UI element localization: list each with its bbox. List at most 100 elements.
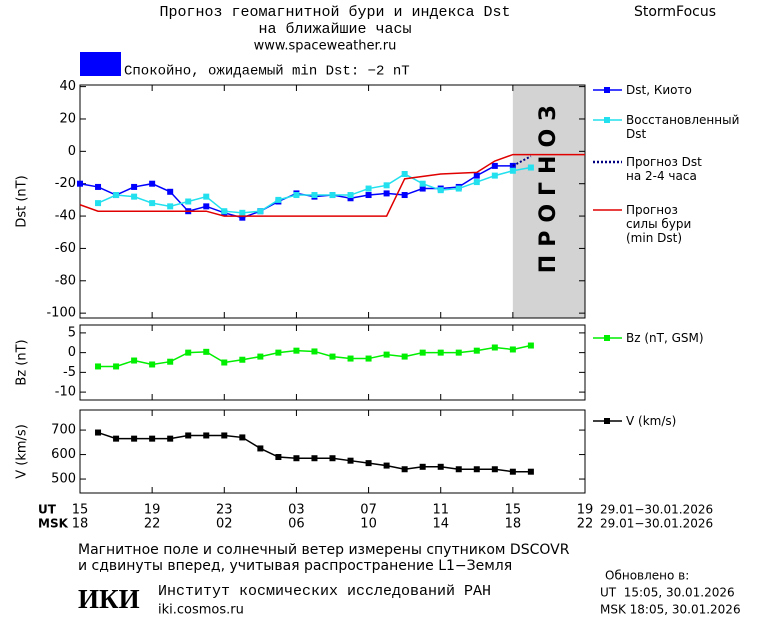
x-tick-label: 07 [360, 503, 377, 518]
updated-ut: UT 15:05, 30.01.2026 [600, 586, 735, 600]
brand: StormFocus [634, 4, 716, 20]
data-point [329, 455, 336, 462]
x-tick-label-msk: 18 [505, 517, 522, 532]
legend-swatch [604, 418, 610, 424]
data-point [113, 435, 120, 442]
x-axis-label: MSK [38, 517, 69, 531]
data-point [311, 192, 318, 199]
legend-label: Bz (nT, GSM) [626, 331, 704, 345]
series-line [97, 166, 532, 214]
footer-note: и сдвинуты вперед, учитывая распростране… [78, 558, 512, 574]
data-point [419, 349, 426, 356]
data-point [401, 353, 408, 360]
data-point [167, 435, 174, 442]
data-point [509, 468, 516, 475]
data-point [491, 344, 498, 351]
institute-url: iki.cosmos.ru [158, 603, 244, 618]
data-point [167, 188, 174, 195]
institute: Институт космических исследований РАН [158, 583, 491, 600]
data-point [95, 363, 102, 370]
y-tick-label: -10 [55, 385, 76, 400]
data-point [491, 172, 498, 179]
data-point [149, 180, 156, 187]
y-tick-label: 0 [68, 144, 76, 159]
data-point [131, 183, 138, 190]
x-tick-label: 03 [288, 503, 305, 518]
data-point [311, 455, 318, 462]
data-point [293, 455, 300, 462]
x-tick-label-msk: 06 [288, 517, 305, 532]
data-point [275, 454, 282, 461]
data-point [401, 466, 408, 473]
data-point [221, 432, 228, 439]
y-tick-label: 40 [59, 79, 76, 94]
data-point [347, 457, 354, 464]
data-point [239, 356, 246, 363]
y-tick-label: 500 [51, 472, 76, 487]
series-line [97, 431, 531, 473]
subtitle: на ближайшие часы [258, 21, 411, 38]
data-point [221, 208, 228, 215]
x-tick-label-msk: 22 [577, 517, 594, 532]
y-axis-label: V (km/s) [15, 424, 30, 479]
data-point [185, 198, 192, 205]
data-point [275, 196, 282, 203]
updated-label: Обновлено в: [605, 569, 689, 583]
y-tick-label: 5 [68, 325, 76, 340]
x-tick-label-msk: 22 [144, 517, 161, 532]
data-point [275, 349, 282, 356]
series-line [79, 153, 585, 217]
plot-frame [79, 409, 586, 494]
legend-label: V (km/s) [626, 414, 677, 428]
data-point [293, 347, 300, 354]
data-point [149, 200, 156, 207]
data-point [419, 185, 426, 192]
footer-note: Магнитное поле и солнечный ветер измерен… [78, 542, 570, 558]
data-point [131, 435, 138, 442]
x-tick-label-msk: 14 [432, 517, 449, 532]
plot-frame [79, 84, 586, 319]
data-point [185, 349, 192, 356]
data-point [239, 214, 246, 221]
data-point [347, 192, 354, 199]
x-tick-label-msk: 02 [216, 517, 233, 532]
x-axis-label: UT [38, 503, 57, 517]
data-point [203, 203, 210, 210]
y-axis-label: Dst (nT) [15, 175, 30, 227]
y-tick-label: 0 [68, 345, 76, 360]
data-point [131, 357, 138, 364]
data-point [473, 466, 480, 473]
data-point [185, 432, 192, 439]
data-point [95, 429, 102, 436]
x-tick-label-msk: 18 [72, 517, 89, 532]
data-point [365, 192, 372, 199]
x-tick-label: 19 [144, 503, 161, 518]
data-point [527, 342, 534, 349]
y-tick-label: -80 [55, 273, 76, 288]
data-point [311, 348, 318, 355]
data-point [455, 466, 462, 473]
data-point [203, 432, 210, 439]
data-point [383, 351, 390, 358]
data-point [365, 460, 372, 467]
y-tick-label: -60 [55, 241, 76, 256]
data-point [149, 435, 156, 442]
data-point [77, 180, 83, 187]
data-point [329, 353, 336, 360]
y-tick-label: -40 [55, 209, 76, 224]
data-point [257, 445, 264, 452]
data-point [509, 167, 516, 174]
x-tick-label: 23 [216, 503, 233, 518]
data-point [203, 348, 210, 355]
series-line [512, 155, 532, 167]
data-point [455, 349, 462, 356]
y-tick-label: -5 [63, 365, 76, 380]
data-point [293, 192, 300, 199]
data-point [239, 434, 246, 441]
legend-swatch [604, 335, 610, 341]
data-point [437, 463, 444, 470]
